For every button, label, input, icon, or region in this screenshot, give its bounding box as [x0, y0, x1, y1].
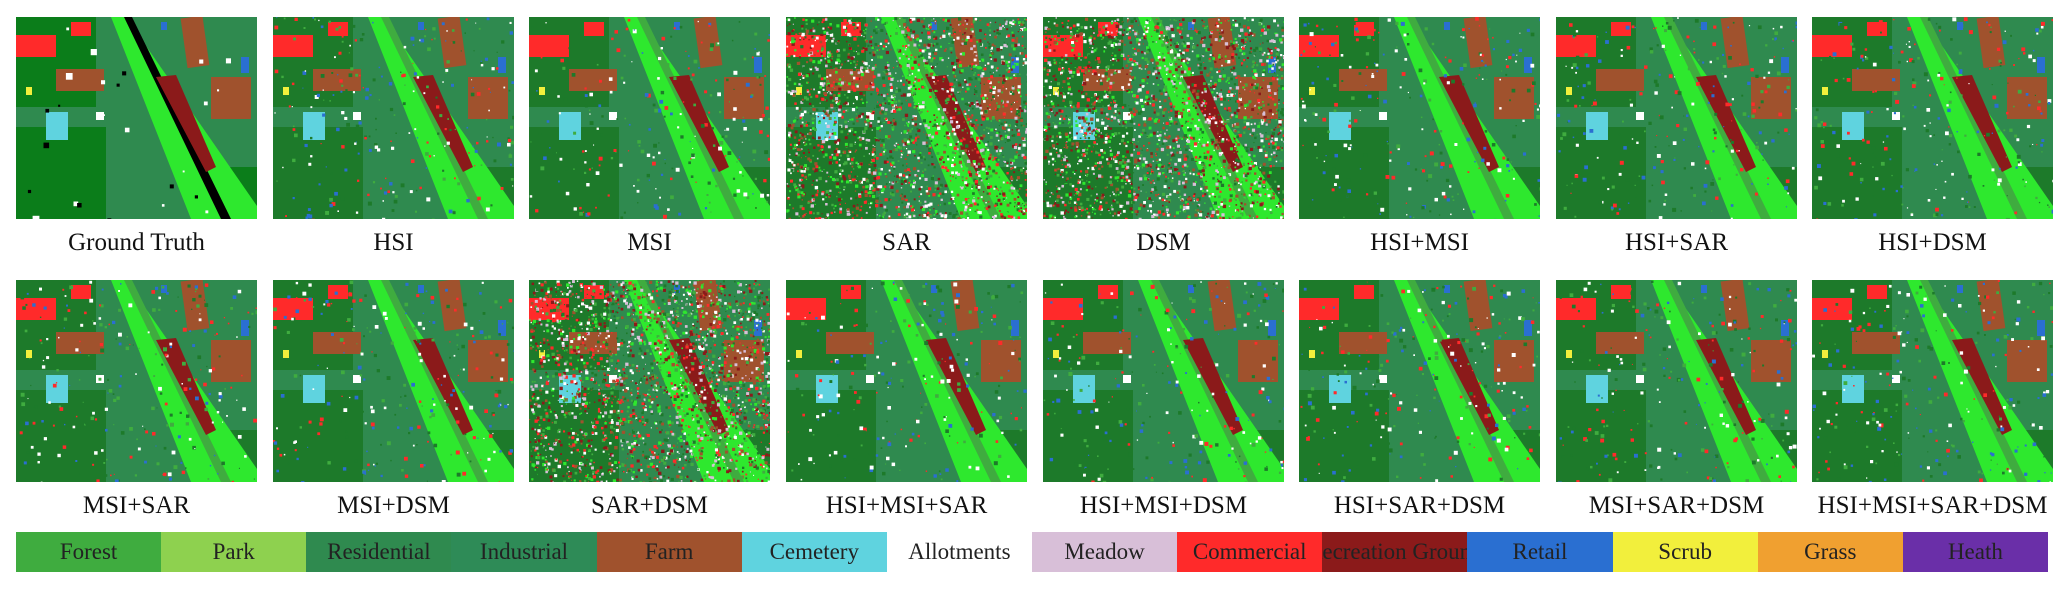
panel-caption: MSI	[627, 229, 672, 256]
classification-map	[1812, 280, 2053, 482]
panel-caption: HSI+SAR+DSM	[1333, 492, 1506, 519]
classification-map	[786, 280, 1027, 482]
panel-caption: HSI+MSI	[1370, 229, 1469, 256]
panel-caption: HSI+DSM	[1878, 229, 1987, 256]
map-panel: HSI+MSI+DSM	[1043, 280, 1284, 520]
classification-map	[1299, 280, 1540, 482]
legend-item: Scrub	[1612, 532, 1758, 572]
map-panel: HSI+SAR+DSM	[1299, 280, 1540, 520]
legend-item: Residential	[306, 532, 452, 572]
panel-caption: MSI+DSM	[337, 492, 450, 519]
legend-item: Park	[161, 532, 307, 572]
legend-item: Farm	[596, 532, 742, 572]
panel-caption: Ground Truth	[68, 229, 205, 256]
class-legend: Forest Park Residential Industrial Farm Cemet…	[16, 532, 2048, 572]
classification-map	[16, 17, 257, 219]
map-panel: HSI+MSI	[1299, 17, 1540, 257]
map-panel: SAR	[786, 17, 1027, 257]
classification-map	[529, 17, 770, 219]
map-panel: HSI	[273, 17, 514, 257]
map-panel: HSI+MSI+SAR	[786, 280, 1027, 520]
panel-grid: Ground Truth HSI MSI	[16, 17, 2053, 520]
map-panel: HSI+MSI+SAR+DSM	[1812, 280, 2053, 520]
classification-map	[1043, 280, 1284, 482]
legend-item: Forest	[16, 532, 162, 572]
classification-map	[16, 280, 257, 482]
map-panel: MSI+SAR+DSM	[1556, 280, 1797, 520]
panel-caption: HSI	[373, 229, 414, 256]
map-panel: Ground Truth	[16, 17, 257, 257]
classification-map	[1556, 280, 1797, 482]
panel-caption: SAR+DSM	[591, 492, 708, 519]
map-panel: HSI+DSM	[1812, 17, 2053, 257]
classification-map	[1556, 17, 1797, 219]
legend-item: Retail	[1467, 532, 1613, 572]
legend-item: Cemetery	[741, 532, 887, 572]
panel-caption: SAR	[882, 229, 931, 256]
classification-map	[529, 280, 770, 482]
legend-item: Heath	[1902, 532, 2048, 572]
legend-item: Industrial	[451, 532, 597, 572]
map-panel: MSI	[529, 17, 770, 257]
legend-item: Meadow	[1031, 532, 1178, 572]
classification-map	[1812, 17, 2053, 219]
map-panel: DSM	[1043, 17, 1284, 257]
panel-caption: HSI+MSI+DSM	[1079, 492, 1248, 519]
legend-item: Grass	[1757, 532, 1903, 572]
classification-map	[1299, 17, 1540, 219]
legend-item: Recreation Ground	[1322, 532, 1468, 572]
legend-item: Commercial	[1177, 532, 1323, 572]
map-panel: SAR+DSM	[529, 280, 770, 520]
legend-item: Allotments	[886, 532, 1032, 572]
panel-caption: HSI+SAR	[1624, 229, 1728, 256]
classification-map	[786, 17, 1027, 219]
panel-caption: MSI+SAR	[82, 492, 191, 519]
map-panel: HSI+SAR	[1556, 17, 1797, 257]
panel-caption: HSI+MSI+SAR+DSM	[1817, 492, 2048, 519]
map-panel: MSI+DSM	[273, 280, 514, 520]
classification-map	[273, 17, 514, 219]
panel-caption: DSM	[1136, 229, 1191, 256]
panel-caption: MSI+SAR+DSM	[1588, 492, 1765, 519]
classification-map	[273, 280, 514, 482]
map-panel: MSI+SAR	[16, 280, 257, 520]
panel-caption: HSI+MSI+SAR	[825, 492, 988, 519]
classification-map	[1043, 17, 1284, 219]
